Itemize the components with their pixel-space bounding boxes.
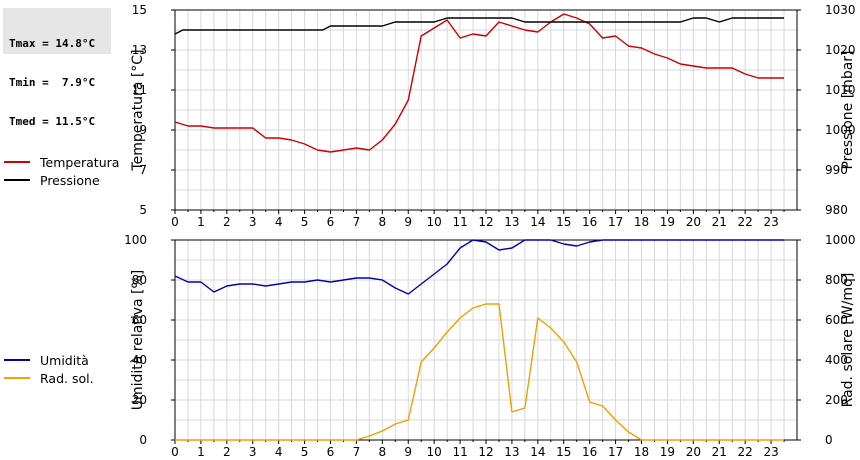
y-right-tick-label: 400 — [825, 353, 848, 367]
x-tick-label: 23 — [763, 215, 778, 229]
x-tick-label: 12 — [478, 215, 493, 229]
y-left-tick-label: 40 — [132, 353, 147, 367]
legend-label: Umidità — [40, 352, 89, 368]
y-left-tick-label: 60 — [132, 313, 147, 327]
y-right-tick-label: 1010 — [825, 83, 856, 97]
y-right-axis-label: Pressione [mbar] — [840, 50, 856, 169]
y-right-tick-label: 990 — [825, 163, 848, 177]
x-tick-label: 20 — [686, 445, 701, 459]
y-left-axis-label: Temperatura [°C] — [130, 49, 146, 171]
legend-swatch — [4, 377, 30, 379]
x-tick-label: 5 — [301, 445, 309, 459]
x-tick-label: 16 — [582, 445, 597, 459]
x-tick-label: 9 — [404, 215, 412, 229]
x-tick-label: 0 — [171, 445, 179, 459]
legend-item-pressione: Pressione — [4, 171, 119, 189]
legend-item-temperatura: Temperatura — [4, 153, 119, 171]
x-tick-label: 10 — [427, 445, 442, 459]
x-tick-label: 17 — [608, 445, 623, 459]
x-tick-label: 6 — [327, 445, 335, 459]
x-tick-label: 2 — [223, 215, 231, 229]
y-left-tick-label: 80 — [132, 273, 147, 287]
y-left-tick-label: 13 — [132, 43, 147, 57]
legend-label: Rad. sol. — [40, 370, 94, 386]
x-tick-label: 3 — [249, 215, 257, 229]
x-tick-label: 11 — [452, 445, 467, 459]
tmax-text: Tmax = 14.8°C — [9, 37, 96, 50]
y-left-axis-label: Umidità relativa [%] — [130, 270, 146, 411]
y-left-tick-label: 20 — [132, 393, 147, 407]
x-tick-label: 7 — [353, 445, 361, 459]
y-right-tick-label: 1030 — [825, 3, 856, 17]
x-tick-label: 4 — [275, 215, 283, 229]
x-tick-label: 18 — [634, 445, 649, 459]
x-tick-label: 16 — [582, 215, 597, 229]
tmed-text: Tmed = 11.5°C — [9, 115, 96, 128]
series-line-temperatura — [174, 13, 784, 153]
x-tick-label: 3 — [249, 445, 257, 459]
legend-item-umidita: Umidità — [4, 351, 94, 369]
x-tick-label: 20 — [686, 215, 701, 229]
legend-label: Pressione — [40, 172, 100, 188]
y-right-axis-label: Rad. solare [W/mq] — [840, 273, 856, 408]
y-left-tick-label: 11 — [132, 83, 147, 97]
x-tick-label: 18 — [634, 215, 649, 229]
series-line-pressione — [174, 17, 784, 35]
y-right-tick-label: 980 — [825, 203, 848, 217]
x-tick-label: 1 — [197, 445, 205, 459]
y-right-tick-label: 200 — [825, 393, 848, 407]
x-tick-label: 19 — [660, 445, 675, 459]
y-right-tick-label: 1000 — [825, 123, 856, 137]
x-tick-label: 8 — [379, 445, 387, 459]
legend-swatch — [4, 359, 30, 361]
legend-item-rad-sol: Rad. sol. — [4, 369, 94, 387]
x-tick-label: 23 — [763, 445, 778, 459]
y-left-tick-label: 15 — [132, 3, 147, 17]
x-tick-label: 11 — [452, 215, 467, 229]
series-line-rad-sol — [175, 303, 784, 441]
y-left-tick-label: 5 — [139, 203, 147, 217]
x-tick-label: 7 — [353, 215, 361, 229]
legend-swatch — [4, 179, 30, 181]
y-left-tick-label: 7 — [139, 163, 147, 177]
stats-box: Tmax = 14.8°C Tmin = 7.9°C Tmed = 11.5°C — [3, 8, 111, 128]
x-tick-label: 9 — [404, 445, 412, 459]
x-tick-label: 17 — [608, 215, 623, 229]
y-right-tick-label: 800 — [825, 273, 848, 287]
x-tick-label: 1 — [197, 215, 205, 229]
x-tick-label: 2 — [223, 445, 231, 459]
x-tick-label: 6 — [327, 215, 335, 229]
y-left-tick-label: 9 — [139, 123, 147, 137]
legend-bottom: Umidità Rad. sol. — [4, 351, 94, 387]
y-right-tick-label: 0 — [825, 433, 833, 447]
x-tick-label: 5 — [301, 215, 309, 229]
x-tick-label: 14 — [530, 445, 545, 459]
x-tick-label: 13 — [504, 215, 519, 229]
y-left-tick-label: 100 — [124, 233, 147, 247]
legend-top: Temperatura Pressione — [4, 153, 119, 189]
x-tick-label: 12 — [478, 445, 493, 459]
y-right-tick-label: 600 — [825, 313, 848, 327]
x-tick-label: 8 — [379, 215, 387, 229]
x-tick-label: 15 — [556, 215, 571, 229]
x-tick-label: 15 — [556, 445, 571, 459]
x-tick-label: 4 — [275, 445, 283, 459]
x-tick-label: 10 — [427, 215, 442, 229]
x-tick-label: 14 — [530, 215, 545, 229]
x-tick-label: 22 — [738, 215, 753, 229]
legend-label: Temperatura — [40, 154, 120, 170]
x-tick-label: 19 — [660, 215, 675, 229]
x-tick-label: 22 — [738, 445, 753, 459]
legend-swatch — [4, 161, 30, 163]
series-line-umidit — [174, 239, 784, 295]
y-left-tick-label: 0 — [139, 433, 147, 447]
y-right-tick-label: 1000 — [825, 233, 856, 247]
x-tick-label: 21 — [712, 215, 727, 229]
y-right-tick-label: 1020 — [825, 43, 856, 57]
tmin-text: Tmin = 7.9°C — [9, 76, 96, 89]
x-tick-label: 13 — [504, 445, 519, 459]
x-tick-label: 0 — [171, 215, 179, 229]
x-tick-label: 21 — [712, 445, 727, 459]
